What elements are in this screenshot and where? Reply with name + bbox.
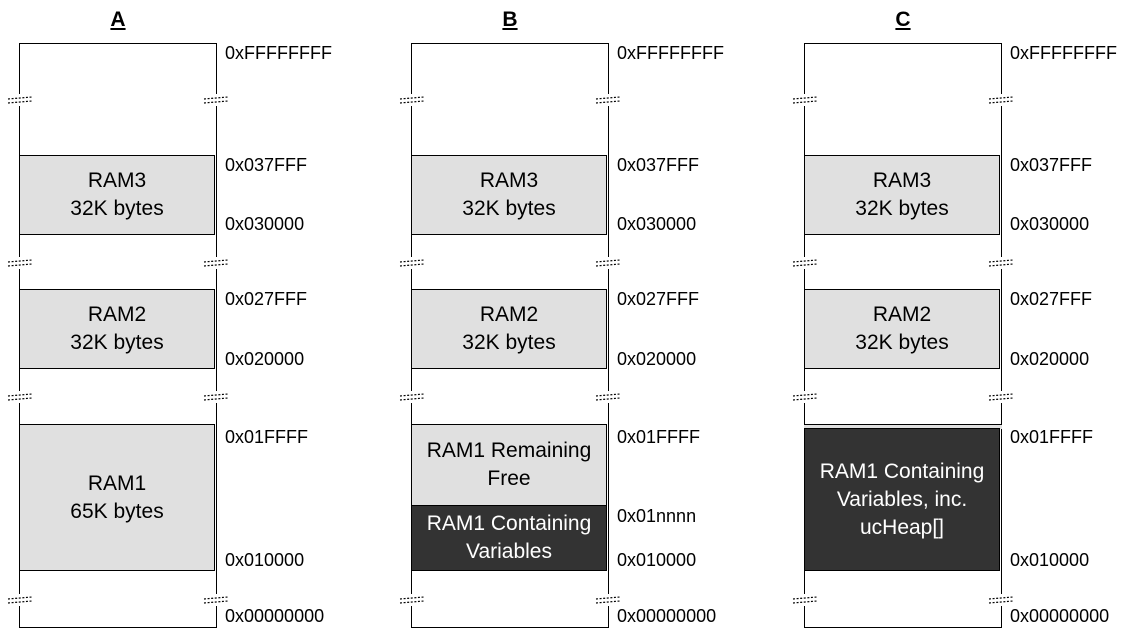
ram1-addr-bottom: 0x010000 [617,550,697,570]
top-edge [804,43,1002,44]
break-mark-icon [398,594,426,606]
ram3-addr-bottom: 0x030000 [1010,214,1090,234]
ram1-free-block: RAM1 Remaining Free [411,424,607,506]
ram2-addr-top: 0x027FFF [617,289,700,309]
ram1-addr-bottom: 0x010000 [1010,550,1090,570]
column-title: A [110,8,126,31]
break-mark-icon [398,94,426,106]
ram1-block: RAM1 65K bytes [19,424,215,571]
ram2-addr-top: 0x027FFF [1010,289,1093,309]
address-bottom: 0x00000000 [225,606,325,626]
ram2-block: RAM2 32K bytes [804,289,1000,369]
ram1-free-sliver [804,424,1002,429]
ram2-addr-bottom: 0x020000 [617,349,697,369]
ram1-addr-top: 0x01FFFF [1010,427,1094,447]
memory-map-b: B 0xFFFFFFFF 0x00000000 RAM3 32K bytes 0… [399,0,811,635]
ram2-block: RAM2 32K bytes [19,289,215,369]
break-mark-icon [791,391,819,403]
break-mark-icon [202,257,230,269]
break-mark-icon [202,391,230,403]
bottom-edge [411,627,609,628]
break-mark-icon [6,257,34,269]
break-mark-icon [594,257,622,269]
break-mark-icon [202,94,230,106]
column-title: B [502,8,518,31]
ram1-addr-mid: 0x01nnnn [617,506,697,526]
ram2-addr-top: 0x027FFF [225,289,308,309]
address-top: 0xFFFFFFFF [617,43,724,63]
break-mark-icon [594,594,622,606]
break-mark-icon [398,257,426,269]
address-bottom: 0x00000000 [1010,606,1110,626]
ram1-variables-block: RAM1 Containing Variables [411,505,607,571]
ram2-addr-bottom: 0x020000 [225,349,305,369]
break-mark-icon [987,391,1015,403]
break-mark-icon [202,594,230,606]
break-mark-icon [987,594,1015,606]
ram2-block: RAM2 32K bytes [411,289,607,369]
ram3-addr-top: 0x037FFF [1010,155,1093,175]
ram1-addr-top: 0x01FFFF [617,427,701,447]
ram3-block: RAM3 32K bytes [19,155,215,235]
top-edge [411,43,609,44]
ram3-block: RAM3 32K bytes [804,155,1000,235]
ram1-variables-block: RAM1 Containing Variables, inc. ucHeap[] [804,428,1000,571]
break-mark-icon [987,94,1015,106]
memory-map-c: C 0xFFFFFFFF 0x00000000 RAM3 32K bytes 0… [792,0,1132,635]
break-mark-icon [6,594,34,606]
top-edge [19,43,217,44]
break-mark-icon [791,94,819,106]
break-mark-icon [791,257,819,269]
break-mark-icon [987,257,1015,269]
break-mark-icon [398,391,426,403]
memory-map-a: A 0xFFFFFFFF 0x00000000 RAM3 32K bytes 0… [7,0,419,635]
bottom-edge [804,627,1002,628]
bottom-edge [19,627,217,628]
column-title: C [895,8,911,31]
address-top: 0xFFFFFFFF [225,43,332,63]
ram3-addr-bottom: 0x030000 [225,214,305,234]
ram1-addr-top: 0x01FFFF [225,427,309,447]
ram3-addr-top: 0x037FFF [617,155,700,175]
ram2-addr-bottom: 0x020000 [1010,349,1090,369]
break-mark-icon [791,594,819,606]
ram3-addr-bottom: 0x030000 [617,214,697,234]
break-mark-icon [6,94,34,106]
ram1-addr-bottom: 0x010000 [225,550,305,570]
break-mark-icon [594,94,622,106]
ram3-addr-top: 0x037FFF [225,155,308,175]
address-top: 0xFFFFFFFF [1010,43,1117,63]
break-mark-icon [594,391,622,403]
break-mark-icon [6,391,34,403]
ram3-block: RAM3 32K bytes [411,155,607,235]
address-bottom: 0x00000000 [617,606,717,626]
